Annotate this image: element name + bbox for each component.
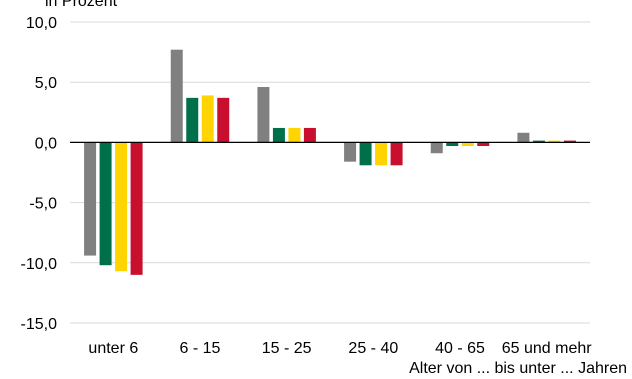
x-tick-label: 65 und mehr — [502, 340, 593, 357]
y-tick-label: -5,0 — [29, 196, 57, 213]
chart-title: in Prozent — [45, 0, 118, 10]
bar — [344, 142, 357, 162]
x-axis-title: Alter von ... bis unter ... Jahren — [409, 360, 627, 377]
y-tick-label: 0,0 — [35, 135, 57, 152]
x-tick-label: 25 - 40 — [348, 340, 398, 357]
bar — [461, 142, 474, 147]
x-tick-label: unter 6 — [88, 340, 138, 357]
y-tick-label: -10,0 — [21, 256, 58, 273]
bar — [99, 142, 112, 266]
bar — [532, 140, 545, 143]
x-tick-label: 15 - 25 — [262, 340, 312, 357]
y-tick-label: -15,0 — [21, 316, 58, 333]
gridlines — [70, 21, 590, 324]
bar — [563, 140, 576, 143]
bar — [201, 95, 214, 143]
bar — [446, 142, 459, 147]
bars-group — [84, 49, 576, 275]
bar — [548, 140, 561, 143]
y-tick-labels: 10,0 5,0 0,0 -5,0 -10,0 -15,0 — [21, 15, 58, 333]
y-tick-label: 5,0 — [35, 75, 57, 92]
bar — [130, 142, 143, 275]
x-tick-labels: unter 6 6 - 15 15 - 25 25 - 40 40 - 65 65 und… — [88, 340, 592, 357]
bar — [272, 127, 285, 143]
bar — [477, 142, 490, 147]
bar — [288, 127, 301, 143]
bar — [84, 142, 97, 256]
bar — [115, 142, 128, 272]
bar — [217, 97, 230, 143]
bar — [517, 132, 530, 143]
bar — [375, 142, 388, 166]
bar — [186, 97, 199, 143]
x-tick-label: 6 - 15 — [180, 340, 221, 357]
x-tick-label: 40 - 65 — [435, 340, 485, 357]
y-tick-label: 10,0 — [26, 15, 57, 32]
bar — [430, 142, 443, 154]
bar — [303, 127, 316, 143]
bar — [170, 49, 183, 143]
bar — [359, 142, 372, 166]
bar — [390, 142, 403, 166]
bar — [257, 87, 270, 143]
